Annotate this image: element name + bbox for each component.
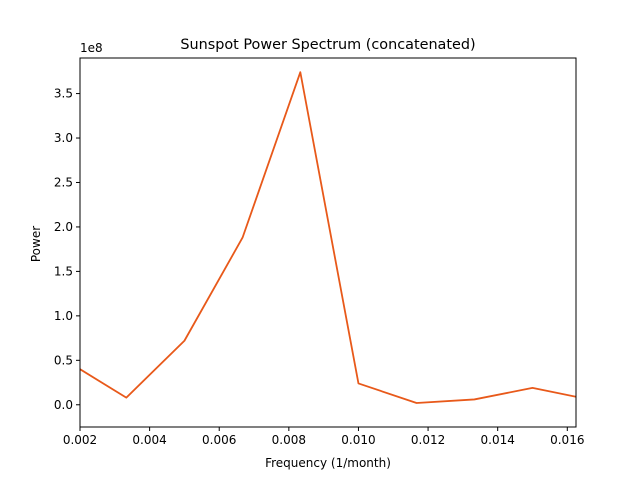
x-tick-label: 0.012 <box>411 433 445 447</box>
series-line-0 <box>80 71 576 404</box>
x-tick-label: 0.004 <box>132 433 166 447</box>
x-tick-label: 0.002 <box>63 433 97 447</box>
y-tick-label: 2.5 <box>54 175 73 189</box>
axes-frame <box>79 57 577 428</box>
plot-area: 0.002 0.004 0.006 0.008 0.010 0.012 0.014 0.016… <box>54 57 584 447</box>
x-axis-label: Frequency (1/month) <box>265 456 391 470</box>
chart-title: Sunspot Power Spectrum (concatenated) <box>180 37 475 53</box>
y-tick-label: 3.0 <box>54 131 73 145</box>
y-tick-label: 1.0 <box>54 309 73 323</box>
x-tick-label: 0.010 <box>341 433 375 447</box>
y-tick-label: 1.5 <box>54 264 73 278</box>
y-tick-label: 3.5 <box>54 87 73 101</box>
y-axis-label: Power <box>29 226 43 262</box>
y-tick-label: 0.5 <box>54 353 73 367</box>
x-tick-label: 0.006 <box>202 433 236 447</box>
x-tick-label: 0.016 <box>550 433 584 447</box>
y-tick-label: 0.0 <box>54 398 73 412</box>
x-tick-label: 0.014 <box>481 433 515 447</box>
y-tick-label: 2.0 <box>54 220 73 234</box>
y-offset-label: 1e8 <box>80 41 103 55</box>
x-tick-label: 0.008 <box>272 433 306 447</box>
